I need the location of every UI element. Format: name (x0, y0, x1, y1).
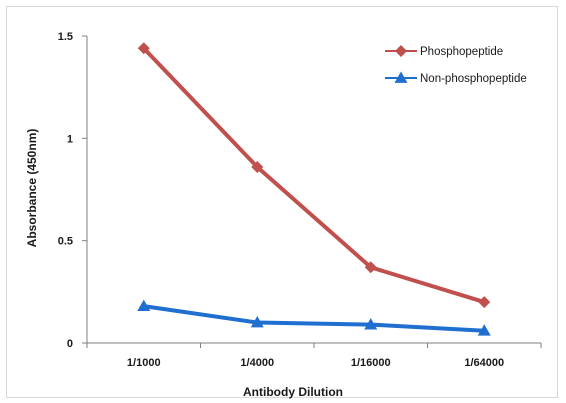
data-point (250, 316, 264, 328)
series-1 (137, 42, 491, 309)
axes: 0 0.5 1 1.5 1/1000 1/4000 1/16000 1/64000 (58, 31, 542, 369)
legend-label: Phosphopeptide (420, 46, 503, 58)
data-point (478, 296, 491, 309)
legend-label: Non-phosphopeptide (420, 73, 527, 85)
y-tick-label: 0.5 (58, 236, 73, 248)
x-axis-title: Antibody Dilution (243, 385, 343, 399)
x-tick-label: 1/4000 (240, 357, 274, 369)
series-layer (137, 42, 491, 336)
data-point (137, 42, 150, 55)
x-tick-label: 1/64000 (464, 357, 504, 369)
y-tick-label: 1.5 (58, 31, 73, 43)
x-tick-label: 1/16000 (351, 357, 391, 369)
data-point (477, 324, 491, 336)
data-point (251, 160, 264, 173)
legend-marker (394, 71, 408, 83)
series-line (142, 46, 485, 304)
series-2 (137, 299, 491, 336)
chart-frame (6, 6, 558, 398)
data-point (364, 318, 378, 330)
data-point (137, 299, 151, 312)
y-tick-label: 0 (67, 338, 73, 350)
y-tick-label: 1 (67, 133, 73, 145)
data-point (364, 261, 377, 274)
legend: Phosphopeptide Non-phosphopeptide (385, 45, 527, 85)
y-axis-title: Absorbance (450nm) (25, 129, 39, 248)
series-line (143, 304, 485, 333)
legend-marker (395, 45, 407, 57)
x-tick-label: 1/1000 (127, 357, 161, 369)
